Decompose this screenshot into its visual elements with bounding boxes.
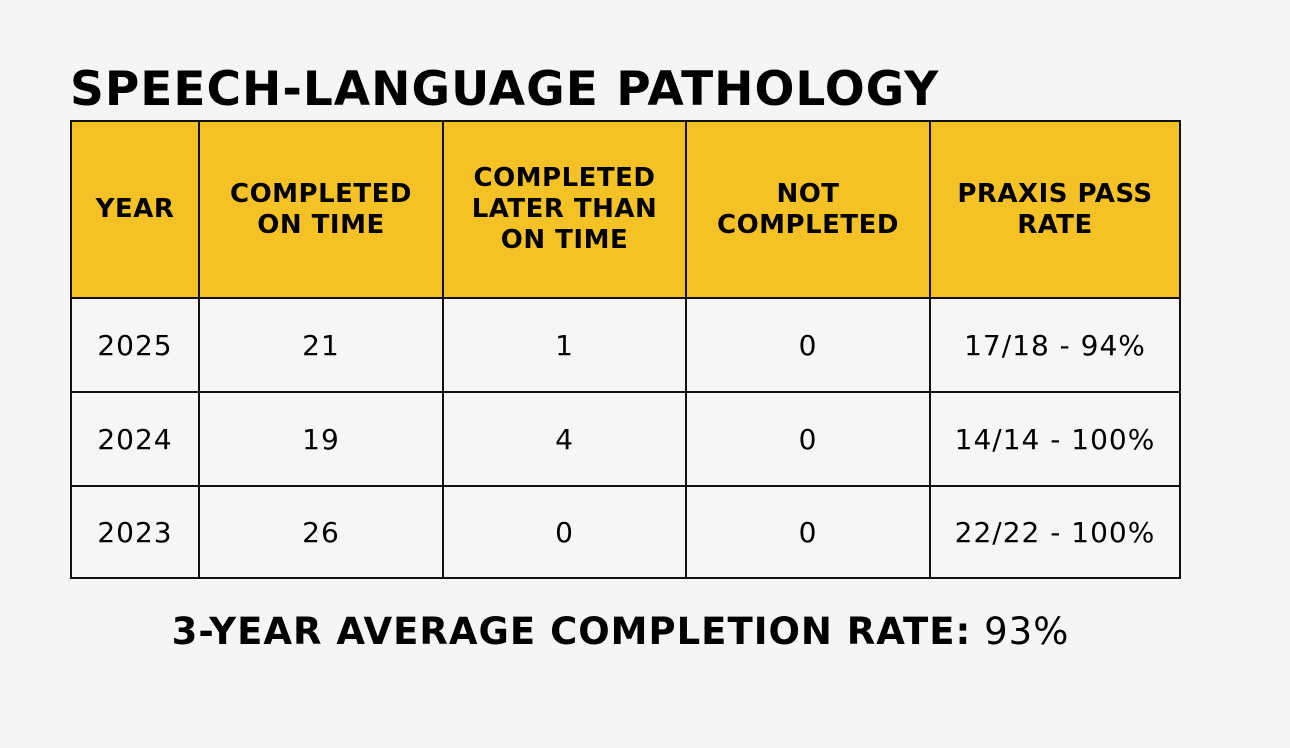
cell-praxis-pass-rate: 22/22 - 100%: [929, 485, 1181, 579]
cell-not-completed: 0: [685, 297, 931, 393]
header-completed-on-time: COMPLETED ON TIME: [198, 120, 444, 299]
program-outcomes-table: YEAR COMPLETED ON TIME COMPLETED LATER T…: [70, 120, 1181, 579]
cell-praxis-pass-rate: 17/18 - 94%: [929, 297, 1181, 393]
cell-not-completed: 0: [685, 485, 931, 579]
header-praxis-pass-rate: PRAXIS PASS RATE: [929, 120, 1181, 299]
header-not-completed-label: NOT COMPLETED: [716, 178, 900, 240]
header-not-completed: NOT COMPLETED: [685, 120, 931, 299]
table-row: 2024 19 4 0 14/14 - 100%: [70, 391, 1181, 487]
cell-year: 2024: [70, 391, 200, 487]
cell-year: 2025: [70, 297, 200, 393]
table-row: 2023 26 0 0 22/22 - 100%: [70, 485, 1181, 579]
table-row: 2025 21 1 0 17/18 - 94%: [70, 297, 1181, 393]
header-praxis-pass-rate-label: PRAXIS PASS RATE: [957, 178, 1153, 240]
cell-completed-on-time: 26: [198, 485, 444, 579]
header-completed-on-time-label: COMPLETED ON TIME: [229, 178, 413, 240]
cell-praxis-pass-rate: 14/14 - 100%: [929, 391, 1181, 487]
header-year-label: YEAR: [95, 194, 175, 224]
cell-completed-later: 0: [442, 485, 687, 579]
cell-not-completed: 0: [685, 391, 931, 487]
table-header-row: YEAR COMPLETED ON TIME COMPLETED LATER T…: [70, 120, 1181, 299]
cell-year: 2023: [70, 485, 200, 579]
cell-completed-later: 1: [442, 297, 687, 393]
completion-rate-summary: 3-YEAR AVERAGE COMPLETION RATE: 93%: [0, 608, 1241, 656]
header-completed-later: COMPLETED LATER THAN ON TIME: [442, 120, 687, 299]
summary-label: 3-YEAR AVERAGE COMPLETION RATE:: [171, 610, 972, 653]
header-completed-later-label: COMPLETED LATER THAN ON TIME: [471, 163, 658, 255]
header-year: YEAR: [70, 120, 200, 299]
page-title: SPEECH-LANGUAGE PATHOLOGY: [70, 62, 940, 117]
cell-completed-on-time: 19: [198, 391, 444, 487]
summary-value: 93%: [984, 610, 1070, 653]
cell-completed-later: 4: [442, 391, 687, 487]
cell-completed-on-time: 21: [198, 297, 444, 393]
